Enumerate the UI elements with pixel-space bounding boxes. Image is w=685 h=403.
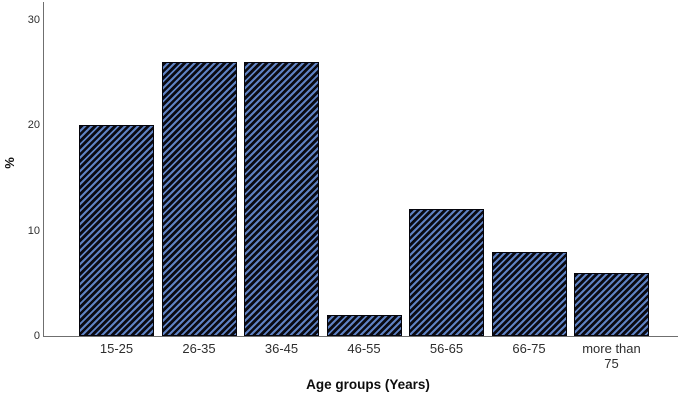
x-tick-label-46-55: 46-55 — [347, 341, 381, 356]
x-tick-label-56-65: 56-65 — [429, 341, 464, 356]
bar-15-25 — [79, 125, 154, 336]
x-tick-label-66-75: 66-75 — [512, 341, 546, 356]
y-axis-line — [42, 2, 44, 336]
y-tick-label-10: 10 — [27, 224, 40, 237]
y-axis-title: % — [2, 157, 17, 169]
bar-46-55 — [326, 314, 402, 336]
bar-66-75 — [491, 251, 567, 336]
x-tick-label-15-25: 15-25 — [99, 341, 134, 356]
x-axis-title: Age groups (Years) — [306, 377, 430, 392]
x-axis-line — [42, 335, 678, 337]
y-tick-label-20: 20 — [27, 119, 40, 131]
x-tick-label-more than 75: more than 75 — [582, 341, 641, 371]
bar-26-35 — [161, 61, 237, 336]
bar-56-65 — [409, 209, 484, 336]
x-tick-label-26-35: 26-35 — [182, 341, 216, 356]
y-tick-label-30: 30 — [27, 13, 40, 26]
y-tick-label-0: 0 — [33, 330, 40, 342]
x-tick-label-36-45: 36-45 — [264, 341, 299, 356]
bar-more than 75 — [574, 272, 649, 336]
bar-36-45 — [244, 61, 319, 336]
